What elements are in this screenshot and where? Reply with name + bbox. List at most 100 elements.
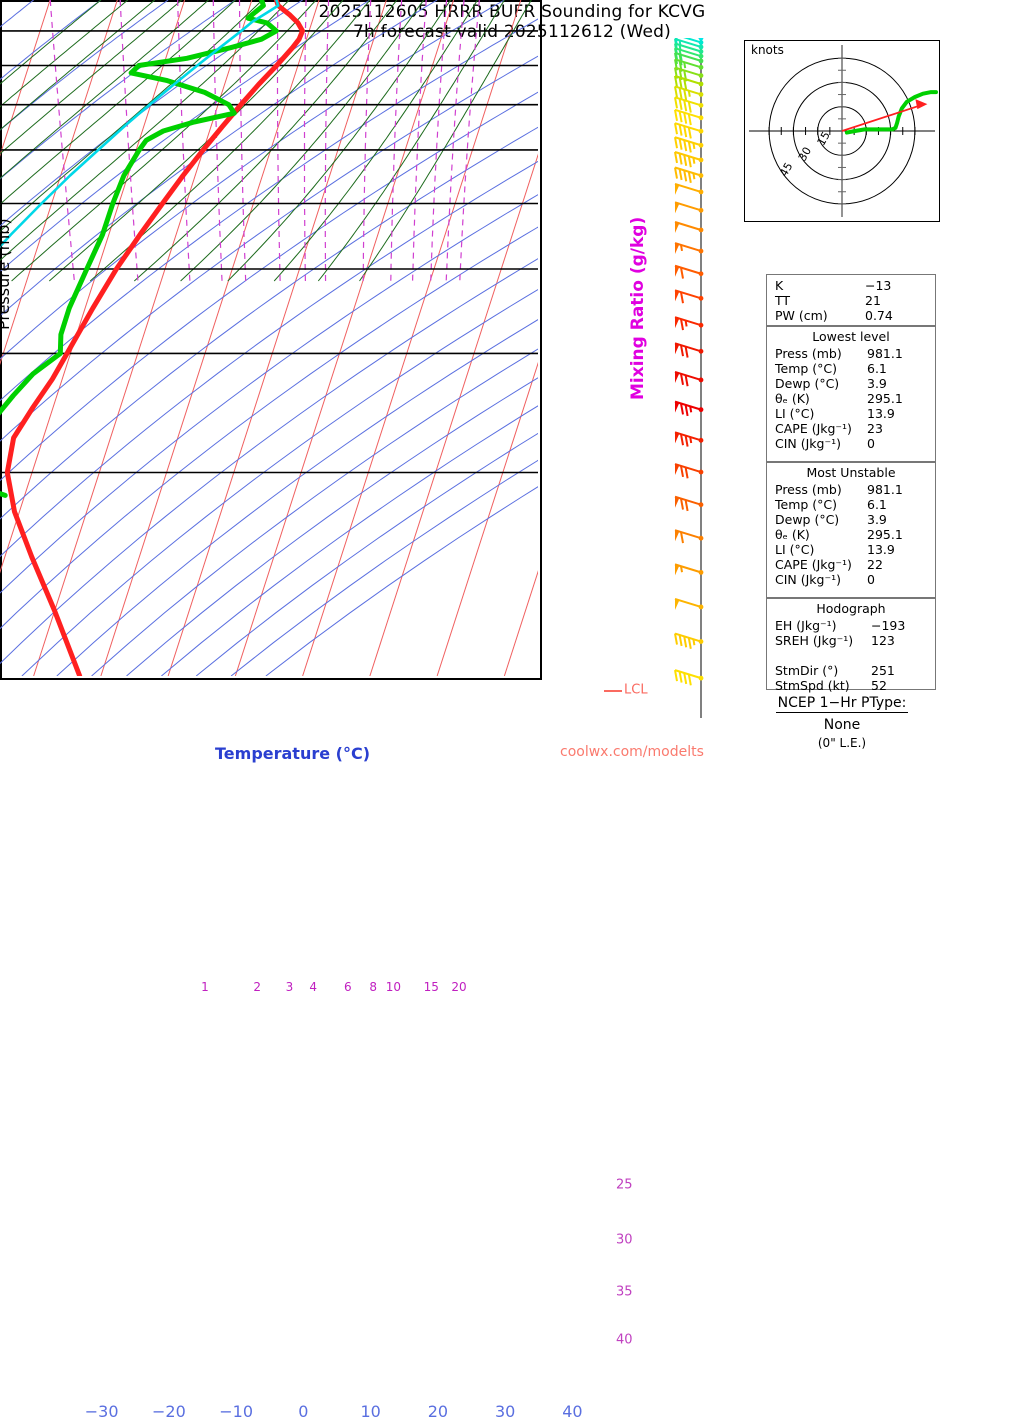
stat-lowest-row: Press (mb) 981.1 xyxy=(767,346,935,361)
temperature-tick-40: 40 xyxy=(562,1402,583,1421)
stat-lowest-value: 295.1 xyxy=(867,391,903,406)
stats-most-unstable-box: Most Unstable Press (mb) 981.1 Temp (°C) 6.1… xyxy=(766,462,936,598)
stat-summary-key: PW (cm) xyxy=(775,308,828,323)
stat-hodo-row: SREH (Jkg⁻¹) 123 xyxy=(767,633,935,648)
stat-lowest-row: CAPE (Jkg⁻¹) 23 xyxy=(767,421,935,436)
stat-lowest-key: θₑ (K) xyxy=(775,391,810,406)
stat-unstable-value: 6.1 xyxy=(867,497,887,512)
stat-unstable-value: 981.1 xyxy=(867,482,903,497)
stat-lowest-row: Temp (°C) 6.1 xyxy=(767,361,935,376)
mixing-ratio-label-20: 20 xyxy=(451,980,467,994)
mixing-ratio-side-label-35: 35 xyxy=(616,1284,633,1300)
stat-unstable-key: LI (°C) xyxy=(775,542,815,557)
stat-unstable-value: 295.1 xyxy=(867,527,903,542)
stat-summary-row: PW (cm) 0.74 xyxy=(767,308,935,323)
mixing-ratio-side-label-30: 30 xyxy=(616,1232,633,1248)
stat-lowest-value: 23 xyxy=(867,421,883,436)
stat-hodo-value: −193 xyxy=(871,618,906,633)
stat-unstable-value: 3.9 xyxy=(867,512,887,527)
stat-unstable-row: CAPE (Jkg⁻¹) 22 xyxy=(767,557,935,572)
stat-lowest-row: θₑ (K) 295.1 xyxy=(767,391,935,406)
stat-unstable-key: Press (mb) xyxy=(775,482,842,497)
stat-summary-row: TT 21 xyxy=(767,293,935,308)
stat-hodo-row: StmSpd (kt) 52 xyxy=(767,678,935,693)
stat-lowest-row: LI (°C) 13.9 xyxy=(767,406,935,421)
stat-lowest-row: Dewp (°C) 3.9 xyxy=(767,376,935,391)
stat-summary-row: K −13 xyxy=(767,278,935,293)
page-title: 2025112605 HRRR BUFR Sounding for KCVG xyxy=(318,2,706,22)
stat-summary-value: 21 xyxy=(865,293,881,308)
ptype-panel: NCEP 1−Hr PType: None (0" L.E.) xyxy=(742,692,942,750)
stat-hodo-row: EH (Jkg⁻¹) −193 xyxy=(767,618,935,633)
stat-unstable-value: 13.9 xyxy=(867,542,895,557)
stat-lowest-key: Dewp (°C) xyxy=(775,376,840,391)
stat-hodo-value: 123 xyxy=(871,633,895,648)
stat-lowest-value: 13.9 xyxy=(867,406,895,421)
stat-unstable-key: θₑ (K) xyxy=(775,527,810,542)
stat-unstable-row: LI (°C) 13.9 xyxy=(767,542,935,557)
stat-lowest-value: 6.1 xyxy=(867,361,887,376)
stat-unstable-key: CAPE (Jkg⁻¹) xyxy=(775,557,852,572)
svg-text:15: 15 xyxy=(815,129,833,148)
stat-summary-value: 0.74 xyxy=(865,308,893,323)
mixing-ratio-side-label-25: 25 xyxy=(616,1177,633,1193)
mixing-ratio-label-8: 8 xyxy=(369,980,378,994)
temperature-tick-10: 10 xyxy=(360,1402,381,1421)
ptype-liquid-equivalent: (0" L.E.) xyxy=(817,736,867,750)
temperature-tick-30: 30 xyxy=(494,1402,516,1421)
stat-unstable-row: Press (mb) 981.1 xyxy=(767,482,935,497)
skewt-canvas xyxy=(0,0,538,676)
stat-unstable-key: CIN (Jkg⁻¹) xyxy=(775,572,841,587)
stat-lowest-key: Press (mb) xyxy=(775,346,842,361)
mixing-ratio-label-15: 15 xyxy=(423,980,439,994)
temperature-tick-0: 0 xyxy=(298,1402,309,1421)
pressure-axis-label: Pressure (mb) xyxy=(0,218,13,330)
watermark: coolwx.com/modelts xyxy=(560,744,704,760)
stat-hodo-key: SREH (Jkg⁻¹) xyxy=(775,633,854,648)
stat-lowest-value: 0 xyxy=(867,436,875,451)
mixing-ratio-label-2: 2 xyxy=(253,980,262,994)
mixing-ratio-label-3: 3 xyxy=(285,980,294,994)
mixing-ratio-label-1: 1 xyxy=(201,980,209,994)
stat-lowest-key: CAPE (Jkg⁻¹) xyxy=(775,421,852,436)
temperature-tick--30: −30 xyxy=(84,1402,119,1421)
stat-lowest-value: 3.9 xyxy=(867,376,887,391)
stat-unstable-row: Dewp (°C) 3.9 xyxy=(767,512,935,527)
stat-lowest-key: LI (°C) xyxy=(775,406,815,421)
temperature-axis-label: Temperature (°C) xyxy=(215,744,371,763)
mixing-ratio-axis-label: Mixing Ratio (g/kg) xyxy=(628,216,648,400)
ptype-value: None xyxy=(823,717,861,733)
stat-lowest-row: CIN (Jkg⁻¹) 0 xyxy=(767,436,935,451)
mixing-ratio-label-10: 10 xyxy=(385,980,402,994)
skewt-plot xyxy=(0,0,542,680)
stat-unstable-key: Dewp (°C) xyxy=(775,512,840,527)
temperature-tick--20: −20 xyxy=(151,1402,186,1421)
wind-barb-column xyxy=(674,38,704,718)
mixing-ratio-label-4: 4 xyxy=(309,980,318,994)
mixing-ratio-label-6: 6 xyxy=(343,980,352,994)
stat-hodo-value: 52 xyxy=(871,678,887,693)
lcl-marker xyxy=(604,690,622,692)
svg-text:30: 30 xyxy=(796,145,814,164)
temperature-tick-20: 20 xyxy=(427,1402,449,1421)
stat-unstable-value: 22 xyxy=(867,557,883,572)
mixing-ratio-side-label-40: 40 xyxy=(616,1332,633,1348)
stat-unstable-row: θₑ (K) 295.1 xyxy=(767,527,935,542)
stat-hodo-key: StmDir (°) xyxy=(775,663,839,678)
stats-hodograph-box: Hodograph EH (Jkg⁻¹) −193 SREH (Jkg⁻¹) 123 St… xyxy=(766,598,936,693)
ptype-label: NCEP 1−Hr PType: xyxy=(775,695,909,713)
stat-unstable-row: Temp (°C) 6.1 xyxy=(767,497,935,512)
stat-lowest-key: Temp (°C) xyxy=(775,361,838,376)
svg-text:45: 45 xyxy=(777,160,795,179)
stat-hodo-row: StmDir (°) 251 xyxy=(767,663,935,678)
hodograph-panel: knots 15 30 45 xyxy=(744,40,940,222)
stat-lowest-key: CIN (Jkg⁻¹) xyxy=(775,436,841,451)
stats-lowest-heading: Lowest level xyxy=(812,329,890,344)
stat-summary-key: K xyxy=(775,278,784,293)
lcl-label: LCL xyxy=(624,682,648,698)
stats-hodograph-heading: Hodograph xyxy=(816,601,886,616)
temperature-tick--10: −10 xyxy=(219,1402,254,1421)
stats-summary-box: K −13 TT 21 PW (cm) 0.74 xyxy=(766,274,936,326)
hodograph-units-label: knots xyxy=(751,43,784,57)
stat-summary-value: −13 xyxy=(865,278,892,293)
